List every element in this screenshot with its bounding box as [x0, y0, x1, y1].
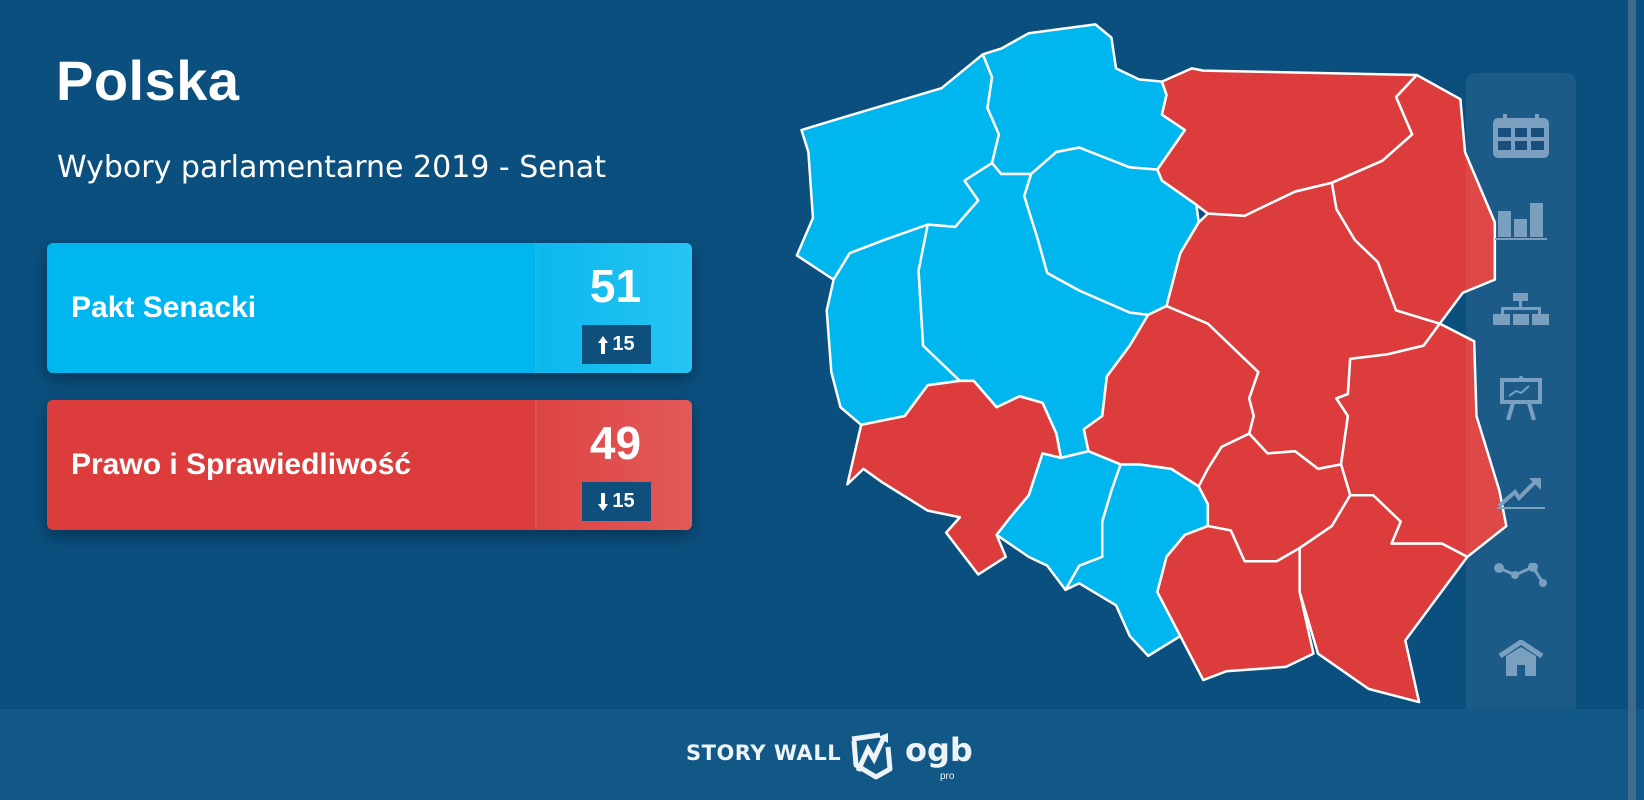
region-malopolskie[interactable] [1157, 526, 1313, 680]
ogb-logo-text: ogb [905, 731, 973, 769]
nav-calendar[interactable] [1466, 106, 1576, 166]
nav-bar-chart[interactable] [1466, 192, 1576, 252]
bar-chart-icon [1495, 203, 1547, 240]
org-chart-icon [1493, 293, 1549, 325]
poland-map [790, 20, 1510, 710]
seats-panel: 51 15 [535, 243, 692, 373]
calendar-icon [1493, 114, 1549, 158]
seat-change-badge: 15 [582, 325, 651, 364]
ogb-logo-sub: pro [940, 771, 955, 782]
home-icon [1498, 640, 1544, 676]
seats-panel: 49 15 [535, 400, 692, 530]
seat-change: 15 [612, 333, 635, 355]
page-title: Polska [56, 49, 240, 112]
seat-count: 51 [589, 260, 642, 312]
arrow-up-icon [598, 335, 609, 354]
ogb-logo-icon [851, 732, 893, 780]
line-points-icon [1494, 563, 1547, 587]
seat-change: 15 [612, 490, 635, 512]
nav-home[interactable] [1466, 628, 1576, 688]
party-name: Pakt Senacki [71, 291, 257, 324]
scrollbar[interactable] [1628, 0, 1636, 800]
page-subtitle: Wybory parlamentarne 2019 - Senat [57, 150, 606, 185]
nav-trend[interactable] [1466, 463, 1576, 523]
arrow-down-icon [598, 492, 609, 511]
seat-count: 49 [589, 417, 642, 469]
presentation-icon [1500, 376, 1542, 420]
story-wall-label: STORY WALL [686, 741, 842, 765]
party-name: Prawo i Sprawiedliwość [71, 448, 412, 481]
footer: STORY WALL ogb pro [0, 709, 1644, 800]
nav-structure[interactable] [1466, 279, 1576, 339]
nav-line-points[interactable] [1466, 545, 1576, 605]
region-podkarpackie[interactable] [1300, 495, 1468, 702]
nav-presentation[interactable] [1466, 368, 1576, 428]
navigation-panel [1466, 73, 1576, 726]
seat-change-badge: 15 [582, 482, 651, 521]
result-card-pakt-senacki[interactable]: Pakt Senacki 51 15 [47, 243, 692, 373]
trend-up-icon [1497, 478, 1545, 509]
result-card-pis[interactable]: Prawo i Sprawiedliwość 49 15 [47, 400, 692, 530]
